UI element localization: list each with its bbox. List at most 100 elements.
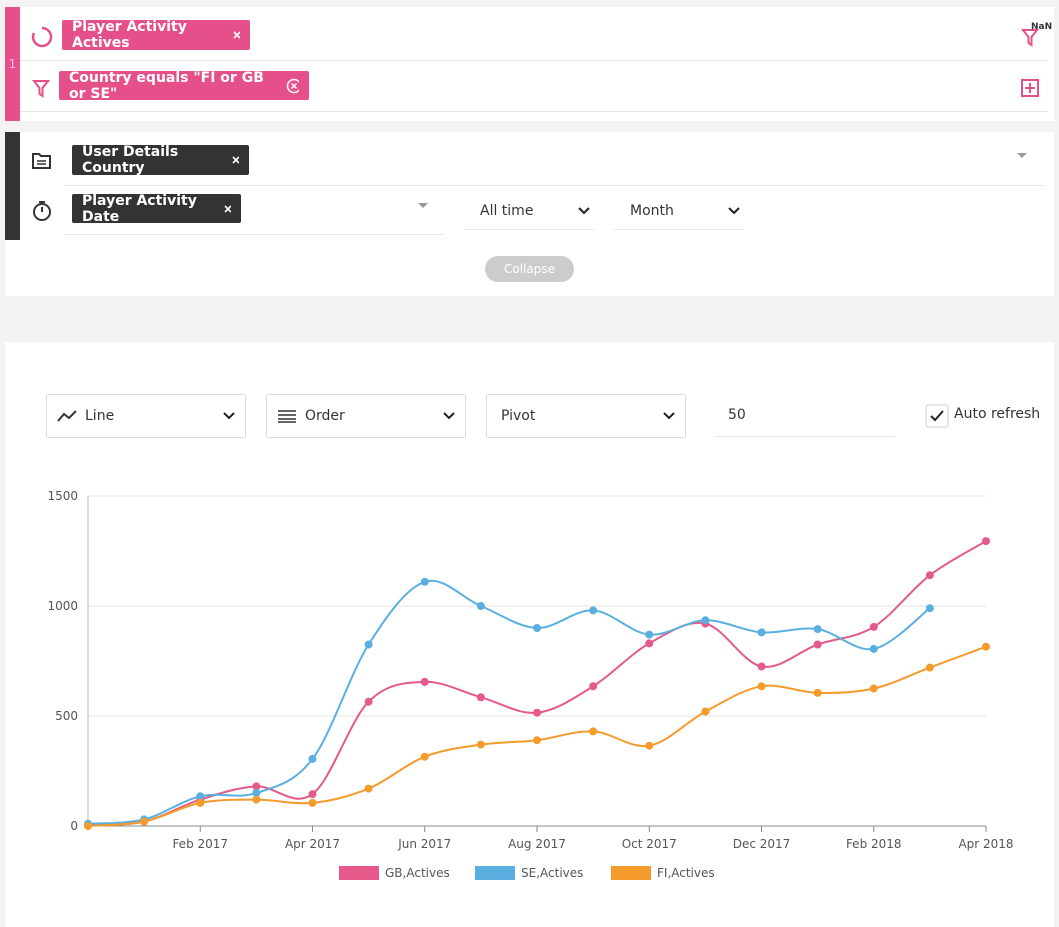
data-point [589,606,598,615]
legend-swatch [475,866,515,880]
data-point [252,789,261,797]
data-point [645,741,654,750]
data-point [869,622,878,631]
row-marker [5,132,20,240]
chevron [578,206,590,214]
time-dimension-label: Player Activity Date [82,192,197,225]
time-icon [33,201,51,221]
dimension-label: User Details Country [82,144,179,176]
data-point [813,688,822,697]
measure-chip[interactable]: Player Activity Actives [62,19,250,51]
collapse-button[interactable]: Collapse [485,256,574,282]
data-point [589,682,598,691]
chart-panel [5,342,1054,927]
data-point [645,630,654,639]
x-tick-label: Aug 2017 [508,837,566,851]
remove-icon[interactable] [224,204,231,213]
data-point [533,708,541,717]
data-point [364,697,373,706]
y-tick-label: 0 [70,819,78,833]
data-point [869,684,878,693]
data-point [140,817,149,826]
x-tick-label: Dec 2017 [733,837,791,851]
filter-badge: NaN [1031,22,1053,32]
add-filter-icon[interactable] [1020,78,1040,98]
divider [64,234,444,235]
caret[interactable] [1016,152,1028,160]
data-point [420,752,429,761]
caret[interactable] [417,202,429,210]
legend-swatch [339,866,379,880]
filter-chip[interactable]: Country equals "FI or GB or SE" [59,69,309,102]
data-point [813,640,822,649]
divider [20,111,1048,112]
line-icon [57,410,77,422]
series-line [87,540,987,826]
y-tick-label: 1000 [47,599,78,613]
data-point [701,707,710,716]
data-point [196,798,205,807]
pivot: Pivot [501,408,536,424]
data-point [982,642,990,651]
measure-label: Player Activity Actives [72,19,187,51]
data-point [84,822,92,830]
data-point [757,628,766,637]
remove-icon[interactable] [233,31,240,39]
date-range-select[interactable]: All time [464,192,594,230]
data-point [252,795,261,804]
chevron [443,412,455,420]
x-tick-label: Jun 2017 [397,837,451,851]
auto-refresh-label: Auto refresh [954,406,1041,422]
data-point [869,644,878,653]
x-tick-label: Oct 2017 [622,837,677,851]
order-icon [278,410,296,423]
granularity: Month [630,202,674,219]
legend-swatch [611,866,651,880]
data-point [308,790,317,799]
data-point [308,754,317,763]
chevron [663,412,675,420]
data-point [925,604,934,613]
auto-refresh-checkbox[interactable] [925,404,949,428]
x-tick-label: Apr 2017 [285,837,340,851]
data-point [645,639,654,648]
x-tick-label: Feb 2017 [172,837,228,851]
order: Order [305,408,345,424]
legend-label: FI,Actives [657,866,715,880]
y-tick-label: 1500 [47,489,78,503]
data-point [476,602,485,610]
data-point [589,727,598,736]
divider [20,60,1048,61]
data-point [420,677,429,686]
row-number: 1 [5,7,20,121]
data-point [364,640,373,649]
measure-icon [31,26,53,48]
granularity-select[interactable]: Month [614,192,744,230]
legend: GB,Actives SE,Actives FI,Actives [339,866,715,880]
filter-icon [31,80,51,98]
filter-icon[interactable] [1020,27,1042,49]
series-line [87,579,931,825]
chevron [223,412,235,420]
pivot-select[interactable]: Pivot [486,394,686,438]
dimension-chip[interactable]: User Details Country [72,144,249,176]
date-range: All time [480,202,534,219]
y-tick-label: 500 [55,709,78,723]
data-point [701,616,710,625]
legend-label: SE,Actives [521,866,583,880]
limit-input[interactable]: 50 [716,394,895,437]
filter-label: Country equals "FI or GB or SE" [69,69,264,102]
remove-icon[interactable] [286,78,299,94]
time-dimension-chip[interactable]: Player Activity Date [72,192,241,225]
chart: 0 500 1000 1500 Feb 2017 Apr 2017 Jun 2017 Aug … [47,489,1014,880]
data-point [252,782,261,791]
data-point [476,740,485,749]
order-select[interactable]: Order [266,394,466,438]
data-point [364,784,373,793]
chart-type-select[interactable]: Line [46,394,246,438]
data-point [982,537,990,546]
divider [64,185,1044,186]
x-tick-label: Feb 2018 [846,837,902,851]
remove-icon[interactable] [232,156,239,164]
